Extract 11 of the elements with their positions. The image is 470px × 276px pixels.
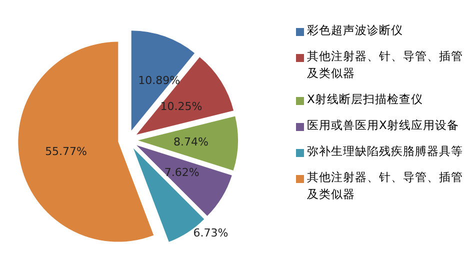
- legend-label: 医用或兽医用X射线应用设备: [307, 117, 459, 134]
- legend-label: X射线断层扫描检查仪: [307, 91, 423, 108]
- data-label: 6.73%: [193, 226, 228, 240]
- data-label: 7.62%: [164, 166, 200, 180]
- legend-label: 彩色超声波诊断仪: [307, 22, 403, 39]
- legend-label: 其他注射器、针、导管、插管及类似器: [307, 169, 464, 203]
- legend-label: 弥补生理缺陷残疾胳膊器具等: [307, 143, 463, 160]
- data-label: 8.74%: [173, 136, 208, 149]
- data-label: 10.25%: [160, 100, 202, 113]
- data-label: 55.77%: [45, 144, 88, 158]
- legend-label: 其他注射器、针、导管、插管及类似器: [307, 48, 464, 82]
